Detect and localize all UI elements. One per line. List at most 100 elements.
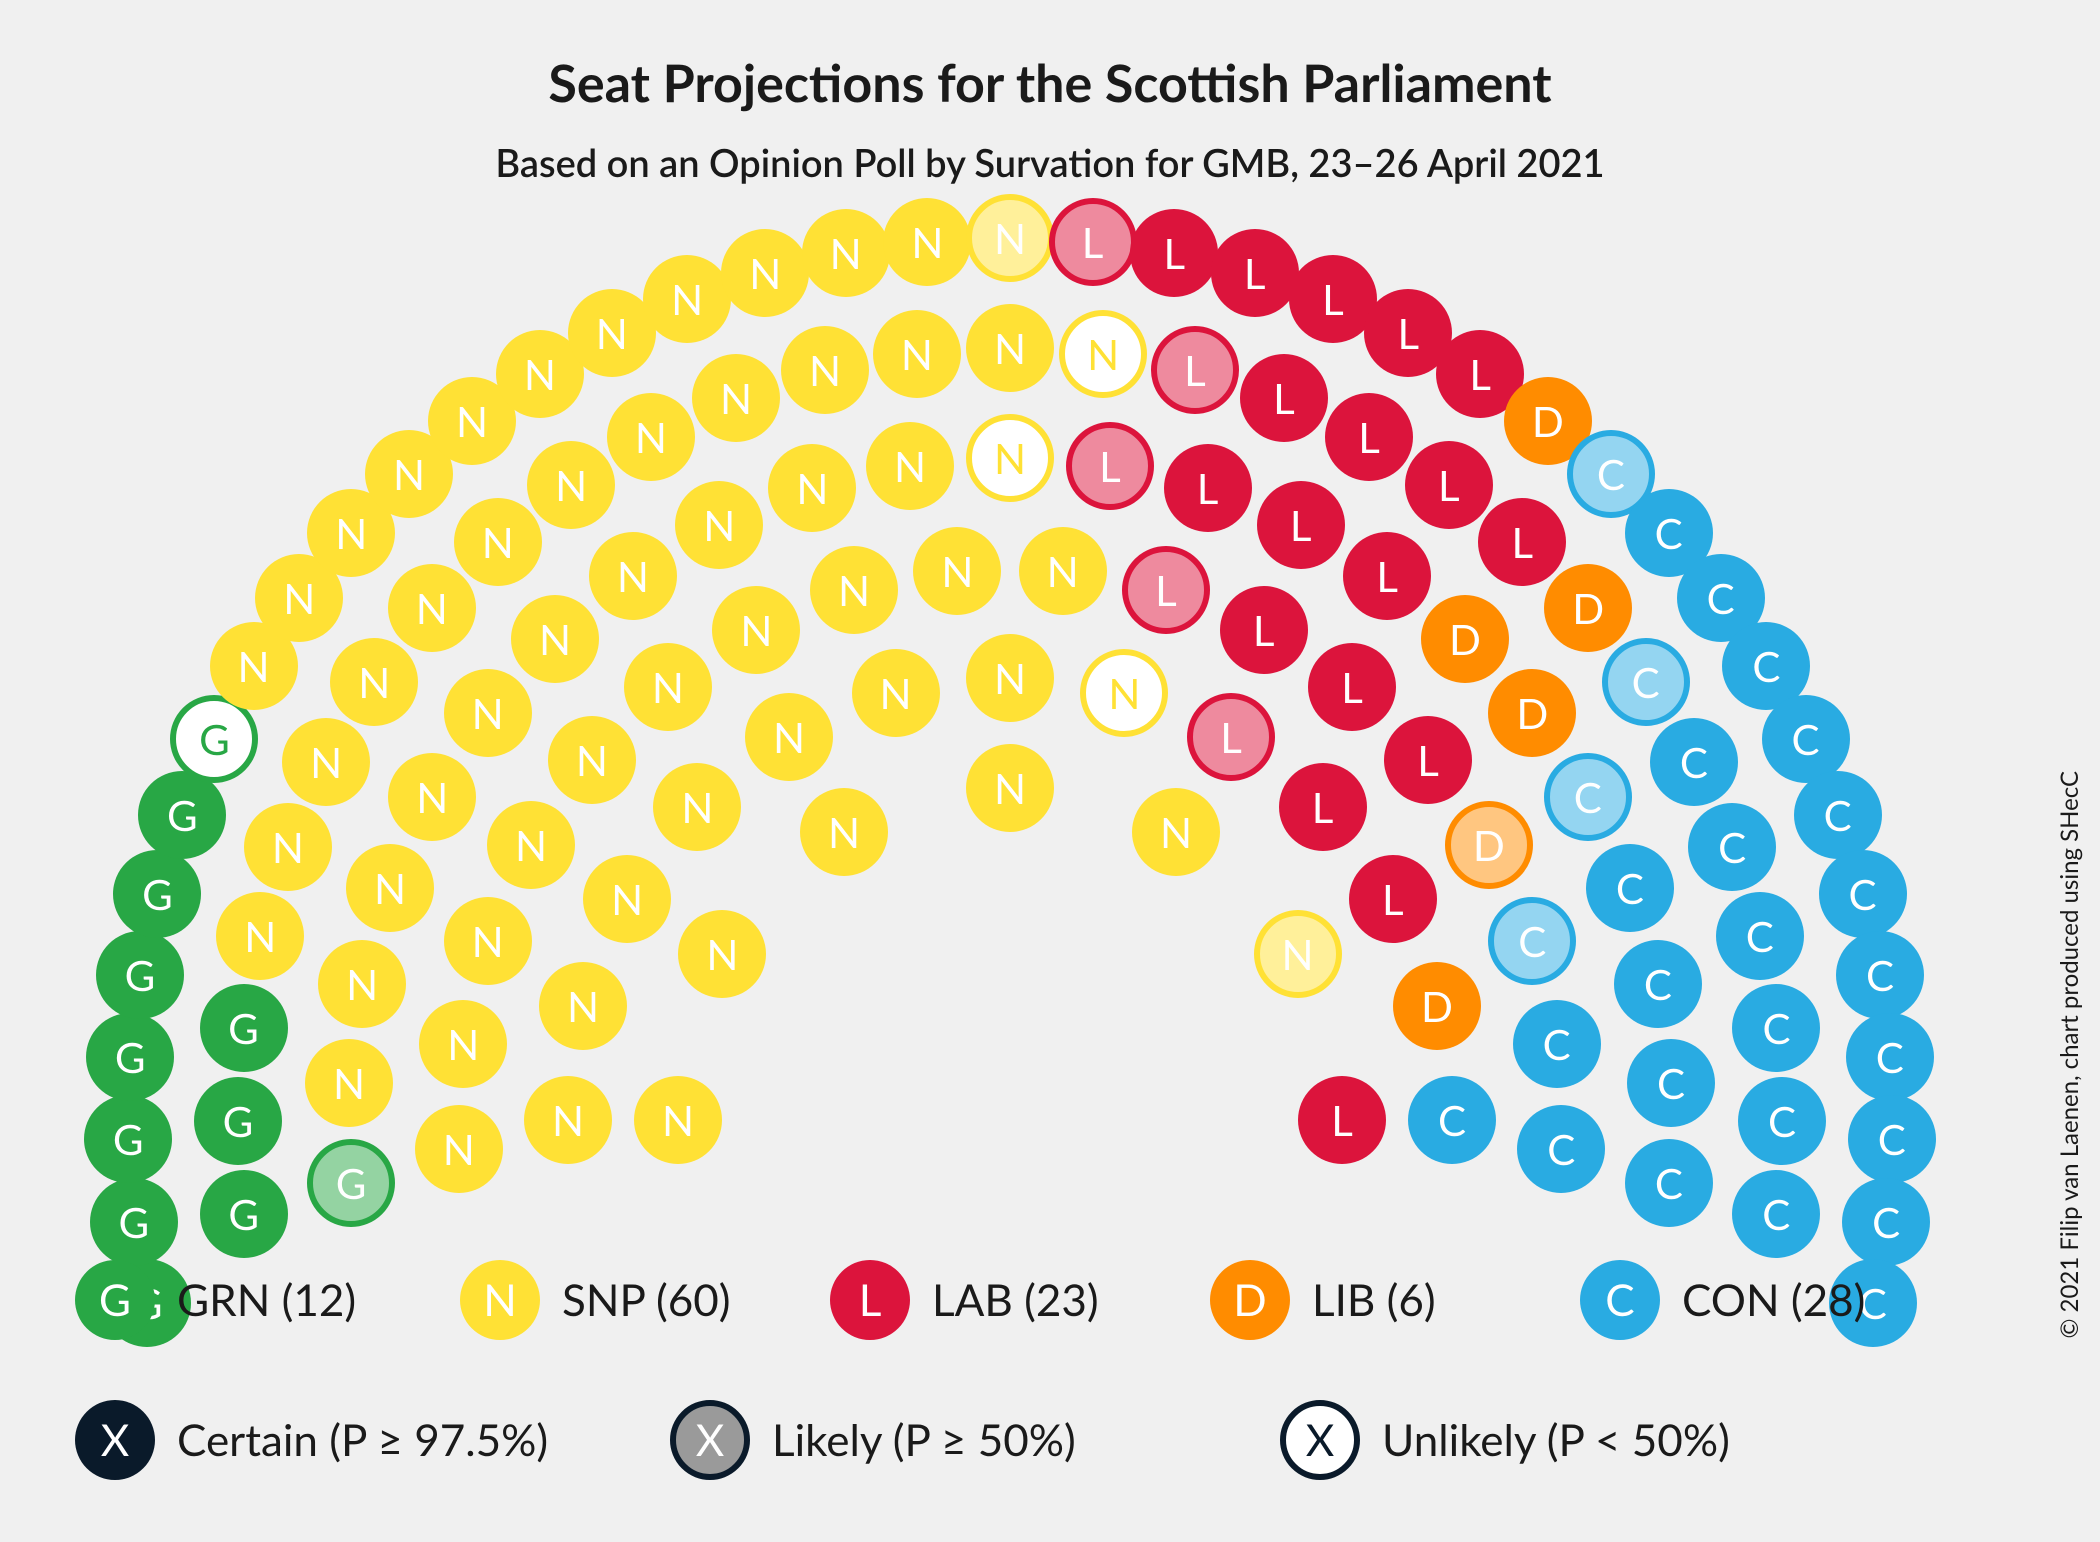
seat-N: N xyxy=(346,844,434,932)
legend-prob-circle-unlikely: X xyxy=(1280,1400,1360,1480)
seat-N: N xyxy=(444,897,532,985)
seat-N: N xyxy=(419,1000,507,1088)
seat-C: C xyxy=(1836,931,1924,1019)
seat-N: N xyxy=(678,910,766,998)
seat-N: N xyxy=(966,744,1054,832)
seat-G: G xyxy=(194,1077,282,1165)
seat-C: C xyxy=(1544,753,1632,841)
seat-C: C xyxy=(1614,940,1702,1028)
chart-subtitle: Based on an Opinion Poll by Survation fo… xyxy=(0,140,2100,186)
seat-N: N xyxy=(330,638,418,726)
seat-D: D xyxy=(1488,669,1576,757)
seat-N: N xyxy=(721,229,809,317)
legend-prob-label-certain: Certain (P ≥ 97.5%) xyxy=(177,1414,548,1466)
seat-C: C xyxy=(1408,1076,1496,1164)
seat-G: G xyxy=(96,931,184,1019)
legend-party-L: LLAB (23) xyxy=(830,1260,1099,1340)
seat-N: N xyxy=(444,669,532,757)
seat-N: N xyxy=(634,1076,722,1164)
seat-L: L xyxy=(1343,532,1431,620)
seat-N: N xyxy=(712,586,800,674)
seat-N: N xyxy=(781,326,869,414)
seat-C: C xyxy=(1846,1013,1934,1101)
legend-party-label-G: GRN (12) xyxy=(177,1274,356,1326)
seat-N: N xyxy=(454,498,542,586)
seat-C: C xyxy=(1627,1039,1715,1127)
legend-party-D: DLIB (6) xyxy=(1210,1260,1436,1340)
seat-N: N xyxy=(388,564,476,652)
legend-party-label-D: LIB (6) xyxy=(1312,1274,1436,1326)
seat-L: L xyxy=(1308,643,1396,731)
seat-N: N xyxy=(643,255,731,343)
seat-C: C xyxy=(1688,803,1776,891)
seat-N: N xyxy=(624,643,712,731)
seat-N: N xyxy=(388,753,476,841)
seat-N: N xyxy=(548,716,636,804)
seat-N: N xyxy=(966,304,1054,392)
seat-N: N xyxy=(873,310,961,398)
seat-N: N xyxy=(1019,527,1107,615)
chart-stage: Seat Projections for the Scottish Parlia… xyxy=(0,0,2100,1542)
seat-N: N xyxy=(415,1105,503,1193)
seat-G: G xyxy=(113,850,201,938)
seat-N: N xyxy=(966,414,1054,502)
seat-C: C xyxy=(1842,1178,1930,1266)
seat-D: D xyxy=(1544,564,1632,652)
seat-N: N xyxy=(802,209,890,297)
seat-C: C xyxy=(1794,771,1882,859)
seat-N: N xyxy=(913,527,1001,615)
seat-N: N xyxy=(675,481,763,569)
seat-N: N xyxy=(527,441,615,529)
seat-N: N xyxy=(487,801,575,889)
legend-prob-unlikely: X Unlikely (P < 50%) xyxy=(1280,1400,1730,1480)
seat-N: N xyxy=(800,788,888,876)
seat-N: N xyxy=(524,1076,612,1164)
seat-N: N xyxy=(511,595,599,683)
seat-N: N xyxy=(282,718,370,806)
legend-party-circle-L: L xyxy=(830,1260,910,1340)
seat-N: N xyxy=(883,198,971,286)
legend-party-label-N: SNP (60) xyxy=(562,1274,730,1326)
seat-N: N xyxy=(1254,910,1342,998)
seat-D: D xyxy=(1421,595,1509,683)
seat-G: G xyxy=(86,1013,174,1101)
seat-N: N xyxy=(607,393,695,481)
seat-N: N xyxy=(810,546,898,634)
seat-L: L xyxy=(1279,763,1367,851)
seat-L: L xyxy=(1405,441,1493,529)
seat-C: C xyxy=(1586,844,1674,932)
legend-probability: XCertain (P ≥ 97.5%)XLikely (P ≥ 50%)XUn… xyxy=(0,1400,2100,1500)
legend-prob-label-unlikely: Unlikely (P < 50%) xyxy=(1382,1414,1730,1466)
seat-L: L xyxy=(1211,229,1299,317)
seat-N: N xyxy=(583,855,671,943)
seat-N: N xyxy=(866,422,954,510)
seat-L: L xyxy=(1298,1076,1386,1164)
seat-N: N xyxy=(539,962,627,1050)
seat-G: G xyxy=(84,1095,172,1183)
seat-N: N xyxy=(244,803,332,891)
seat-C: C xyxy=(1625,1139,1713,1227)
seat-N: N xyxy=(768,444,856,532)
legend-party-G: GGRN (12) xyxy=(75,1260,356,1340)
seat-N: N xyxy=(1059,310,1147,398)
legend-prob-circle-likely: X xyxy=(670,1400,750,1480)
seat-L: L xyxy=(1325,393,1413,481)
seat-N: N xyxy=(653,763,741,851)
seat-C: C xyxy=(1602,638,1690,726)
seat-L: L xyxy=(1257,481,1345,569)
seat-N: N xyxy=(216,892,304,980)
legend-party-C: CCON (28) xyxy=(1580,1260,1865,1340)
legend-parties: GGRN (12)NSNP (60)LLAB (23)DLIB (6)CCON … xyxy=(0,1260,2100,1360)
seat-L: L xyxy=(1066,422,1154,510)
seat-G: G xyxy=(138,771,226,859)
seat-L: L xyxy=(1151,326,1239,414)
seat-L: L xyxy=(1478,498,1566,586)
seat-C: C xyxy=(1732,984,1820,1072)
seat-L: L xyxy=(1130,209,1218,297)
seat-N: N xyxy=(852,649,940,737)
seat-C: C xyxy=(1513,1000,1601,1088)
seat-N: N xyxy=(745,693,833,781)
seat-C: C xyxy=(1517,1105,1605,1193)
seat-N: N xyxy=(1080,649,1168,737)
seat-N: N xyxy=(318,940,406,1028)
